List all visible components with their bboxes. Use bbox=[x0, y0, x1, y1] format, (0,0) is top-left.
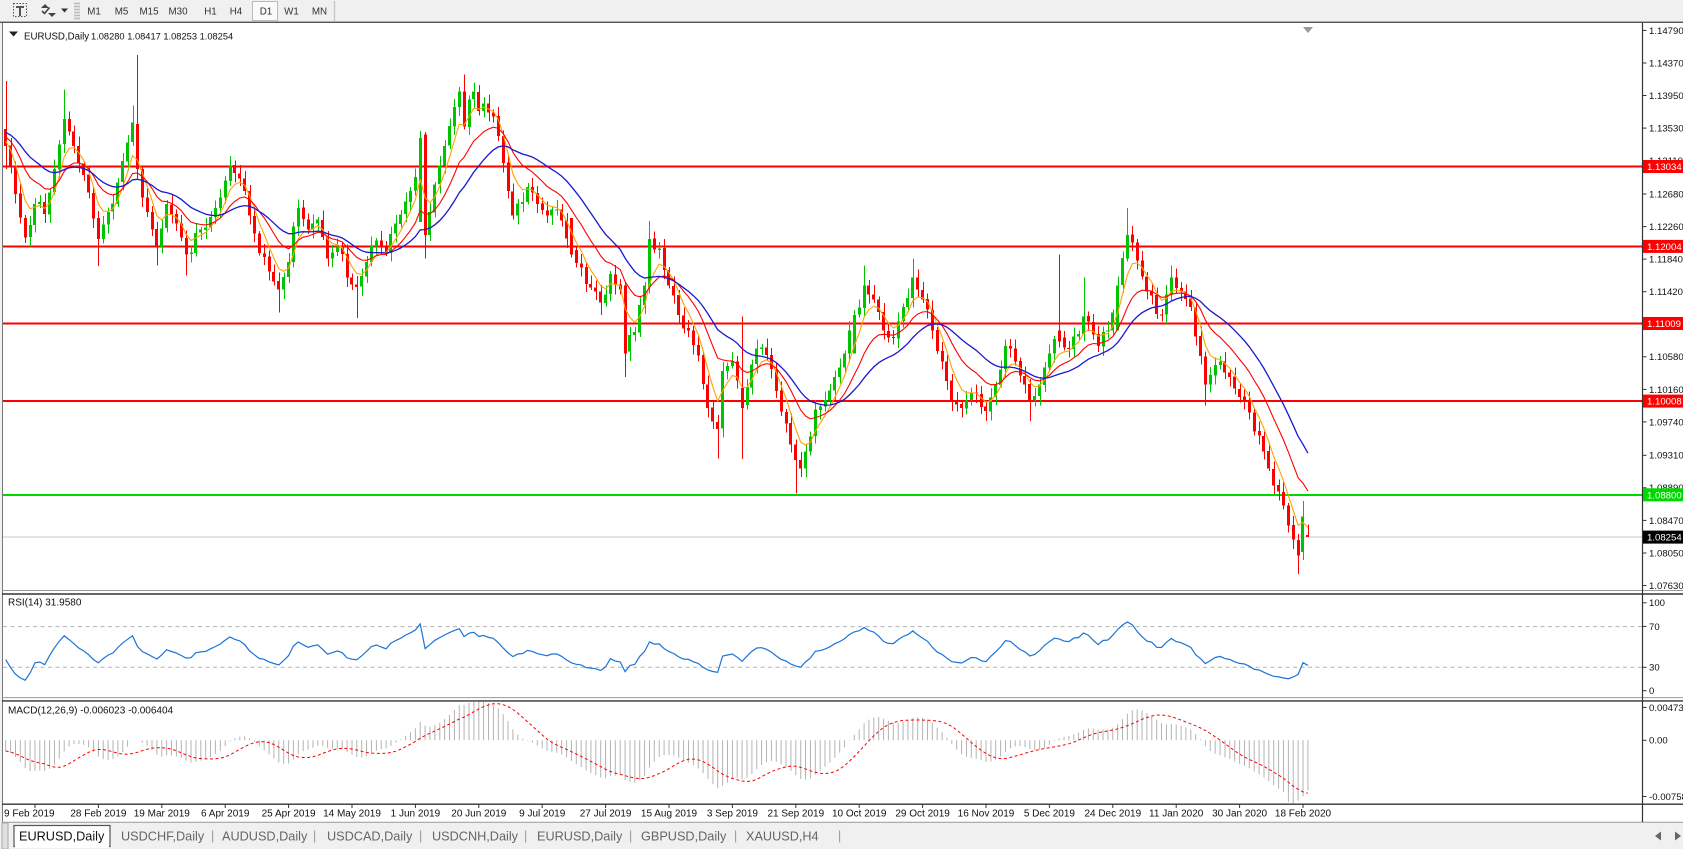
svg-text:5 Dec 2019: 5 Dec 2019 bbox=[1024, 809, 1076, 820]
svg-text:M15: M15 bbox=[139, 7, 159, 18]
svg-text:1.08254: 1.08254 bbox=[1647, 533, 1682, 544]
svg-text:|: | bbox=[419, 829, 422, 843]
svg-text:1.07630: 1.07630 bbox=[1649, 581, 1683, 592]
svg-text:D1: D1 bbox=[260, 7, 273, 18]
svg-text:20 Jun 2019: 20 Jun 2019 bbox=[451, 809, 506, 820]
svg-text:|: | bbox=[734, 829, 737, 843]
svg-text:1.12004: 1.12004 bbox=[1647, 242, 1682, 253]
svg-text:1.09740: 1.09740 bbox=[1649, 417, 1683, 428]
svg-text:11 Jan 2020: 11 Jan 2020 bbox=[1149, 809, 1204, 820]
svg-text:1.13034: 1.13034 bbox=[1647, 162, 1682, 173]
svg-text:0.004738: 0.004738 bbox=[1649, 703, 1683, 714]
svg-text:1.08280 1.08417 1.08253 1.0825: 1.08280 1.08417 1.08253 1.08254 bbox=[91, 32, 233, 42]
svg-text:9 Jul 2019: 9 Jul 2019 bbox=[519, 809, 566, 820]
svg-text:USDCNH,Daily: USDCNH,Daily bbox=[432, 830, 519, 844]
svg-text:1.14370: 1.14370 bbox=[1649, 58, 1683, 69]
svg-text:1.08050: 1.08050 bbox=[1649, 548, 1683, 559]
svg-text:W1: W1 bbox=[284, 7, 299, 18]
svg-text:1.10580: 1.10580 bbox=[1649, 352, 1683, 363]
svg-text:M5: M5 bbox=[115, 7, 129, 18]
svg-text:H1: H1 bbox=[204, 7, 217, 18]
svg-text:1.13530: 1.13530 bbox=[1649, 124, 1683, 135]
svg-text:EURUSD,Daily: EURUSD,Daily bbox=[19, 830, 105, 844]
svg-text:1.13950: 1.13950 bbox=[1649, 91, 1683, 102]
svg-text:|: | bbox=[629, 829, 632, 843]
svg-text:1.12680: 1.12680 bbox=[1649, 189, 1683, 200]
svg-text:|: | bbox=[313, 829, 316, 843]
svg-text:EURUSD,Daily: EURUSD,Daily bbox=[24, 32, 89, 43]
svg-text:15 Aug 2019: 15 Aug 2019 bbox=[641, 809, 698, 820]
svg-text:1.11420: 1.11420 bbox=[1649, 287, 1683, 298]
svg-text:14 May 2019: 14 May 2019 bbox=[323, 809, 381, 820]
svg-text:M30: M30 bbox=[168, 7, 188, 18]
svg-text:USDCHF,Daily: USDCHF,Daily bbox=[121, 830, 205, 844]
svg-text:27 Jul 2019: 27 Jul 2019 bbox=[580, 809, 632, 820]
svg-text:1.11840: 1.11840 bbox=[1649, 255, 1683, 266]
svg-text:28 Feb 2019: 28 Feb 2019 bbox=[70, 809, 127, 820]
svg-text:1.10008: 1.10008 bbox=[1647, 397, 1682, 408]
svg-text:0: 0 bbox=[1649, 686, 1654, 697]
svg-text:1.08800: 1.08800 bbox=[1647, 490, 1682, 501]
svg-text:1.09310: 1.09310 bbox=[1649, 451, 1683, 462]
svg-text:|: | bbox=[838, 829, 841, 843]
svg-text:100: 100 bbox=[1649, 598, 1665, 609]
svg-text:29 Oct 2019: 29 Oct 2019 bbox=[895, 809, 950, 820]
svg-text:EURUSD,Daily: EURUSD,Daily bbox=[537, 830, 623, 844]
svg-text:30: 30 bbox=[1649, 663, 1660, 674]
svg-text:AUDUSD,Daily: AUDUSD,Daily bbox=[222, 830, 308, 844]
svg-text:70: 70 bbox=[1649, 622, 1660, 633]
svg-text:GBPUSD,Daily: GBPUSD,Daily bbox=[641, 830, 727, 844]
svg-text:16 Nov 2019: 16 Nov 2019 bbox=[958, 809, 1015, 820]
svg-text:MN: MN bbox=[312, 7, 327, 18]
svg-text:3 Sep 2019: 3 Sep 2019 bbox=[707, 809, 759, 820]
svg-text:-0.007584: -0.007584 bbox=[1649, 792, 1683, 803]
svg-text:21 Sep 2019: 21 Sep 2019 bbox=[767, 809, 824, 820]
svg-text:MACD(12,26,9) -0.006023 -0.006: MACD(12,26,9) -0.006023 -0.006404 bbox=[8, 706, 174, 717]
svg-text:1 Jun 2019: 1 Jun 2019 bbox=[391, 809, 441, 820]
svg-text:30 Jan 2020: 30 Jan 2020 bbox=[1212, 809, 1267, 820]
svg-text:10 Oct 2019: 10 Oct 2019 bbox=[832, 809, 887, 820]
svg-text:M1: M1 bbox=[87, 7, 101, 18]
svg-text:9 Feb 2019: 9 Feb 2019 bbox=[4, 809, 55, 820]
svg-text:6 Apr 2019: 6 Apr 2019 bbox=[201, 809, 250, 820]
svg-text:1.12260: 1.12260 bbox=[1649, 222, 1683, 233]
svg-text:1.08470: 1.08470 bbox=[1649, 516, 1683, 527]
svg-text:18 Feb 2020: 18 Feb 2020 bbox=[1275, 809, 1332, 820]
svg-text:24 Dec 2019: 24 Dec 2019 bbox=[1084, 809, 1141, 820]
svg-text:RSI(14) 31.9580: RSI(14) 31.9580 bbox=[8, 598, 82, 609]
svg-text:XAUUSD,H4: XAUUSD,H4 bbox=[746, 830, 819, 844]
svg-text:0.00: 0.00 bbox=[1649, 736, 1668, 747]
svg-text:H4: H4 bbox=[230, 7, 243, 18]
svg-text:25 Apr 2019: 25 Apr 2019 bbox=[262, 809, 316, 820]
svg-text:1.11009: 1.11009 bbox=[1647, 319, 1681, 330]
svg-text:19 Mar 2019: 19 Mar 2019 bbox=[134, 809, 191, 820]
svg-text:|: | bbox=[524, 829, 527, 843]
svg-text:1.10160: 1.10160 bbox=[1649, 385, 1683, 396]
svg-text:1.14790: 1.14790 bbox=[1649, 26, 1683, 37]
svg-text:USDCAD,Daily: USDCAD,Daily bbox=[327, 830, 413, 844]
svg-text:|: | bbox=[211, 829, 214, 843]
